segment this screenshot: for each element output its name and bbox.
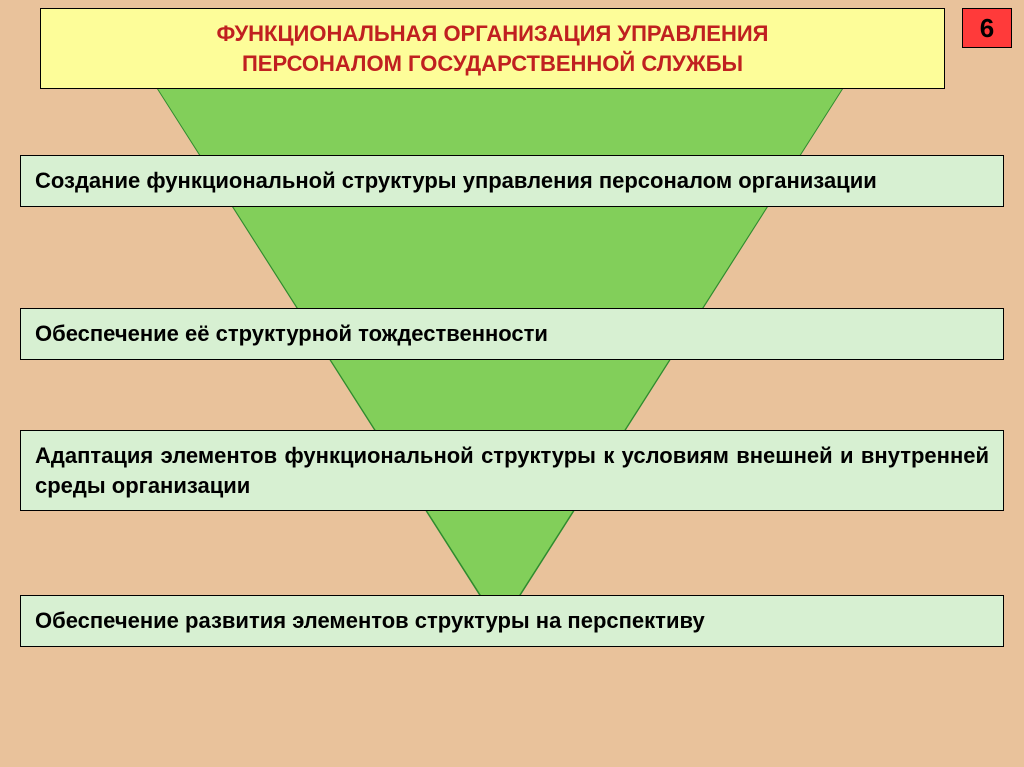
item-box-4: Обеспечение развития элементов структуры…	[20, 595, 1004, 647]
title-line-1: ФУНКЦИОНАЛЬНАЯ ОРГАНИЗАЦИЯ УПРАВЛЕНИЯ	[55, 19, 930, 49]
title-line-2: ПЕРСОНАЛОМ ГОСУДАРСТВЕННОЙ СЛУЖБЫ	[55, 49, 930, 79]
page-number: 6	[962, 8, 1012, 48]
item-box-1: Создание функциональной структуры управл…	[20, 155, 1004, 207]
item-box-3: Адаптация элементов функциональной струк…	[20, 430, 1004, 511]
item-box-2: Обеспечение её структурной тождественнос…	[20, 308, 1004, 360]
diagram-canvas: 6 ФУНКЦИОНАЛЬНАЯ ОРГАНИЗАЦИЯ УПРАВЛЕНИЯПЕ…	[0, 0, 1024, 767]
title-box: ФУНКЦИОНАЛЬНАЯ ОРГАНИЗАЦИЯ УПРАВЛЕНИЯПЕР…	[40, 8, 945, 89]
